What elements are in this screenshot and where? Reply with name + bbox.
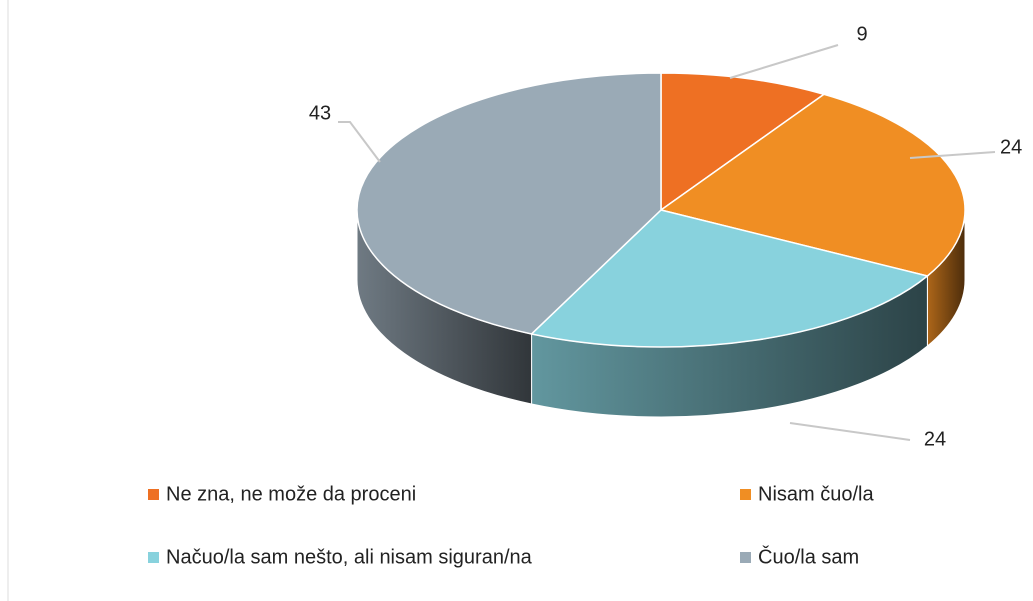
slice: [660, 72, 826, 212]
leader-line: [338, 121, 381, 163]
slice: [659, 93, 966, 277]
legend-swatch: [148, 552, 159, 563]
legend-swatch: [740, 552, 751, 563]
legend-label: Načuo/la sam nešto, ali nisam siguran/na: [166, 546, 533, 568]
legend-swatch: [740, 489, 751, 500]
data-label: 24: [924, 428, 946, 450]
leader-line: [909, 151, 996, 159]
legend-label: Čuo/la sam: [758, 545, 859, 568]
slice: [530, 209, 930, 348]
slice: [356, 72, 662, 335]
data-label: 24: [1000, 136, 1022, 158]
data-label: 9: [856, 23, 867, 45]
leader-line: [789, 422, 911, 441]
legend-swatch: [148, 489, 159, 500]
data-label: 43: [309, 102, 331, 124]
legend-label: Ne zna, ne može da proceni: [166, 483, 416, 505]
legend-label: Nisam čuo/la: [758, 483, 874, 505]
leader-line: [729, 44, 839, 79]
